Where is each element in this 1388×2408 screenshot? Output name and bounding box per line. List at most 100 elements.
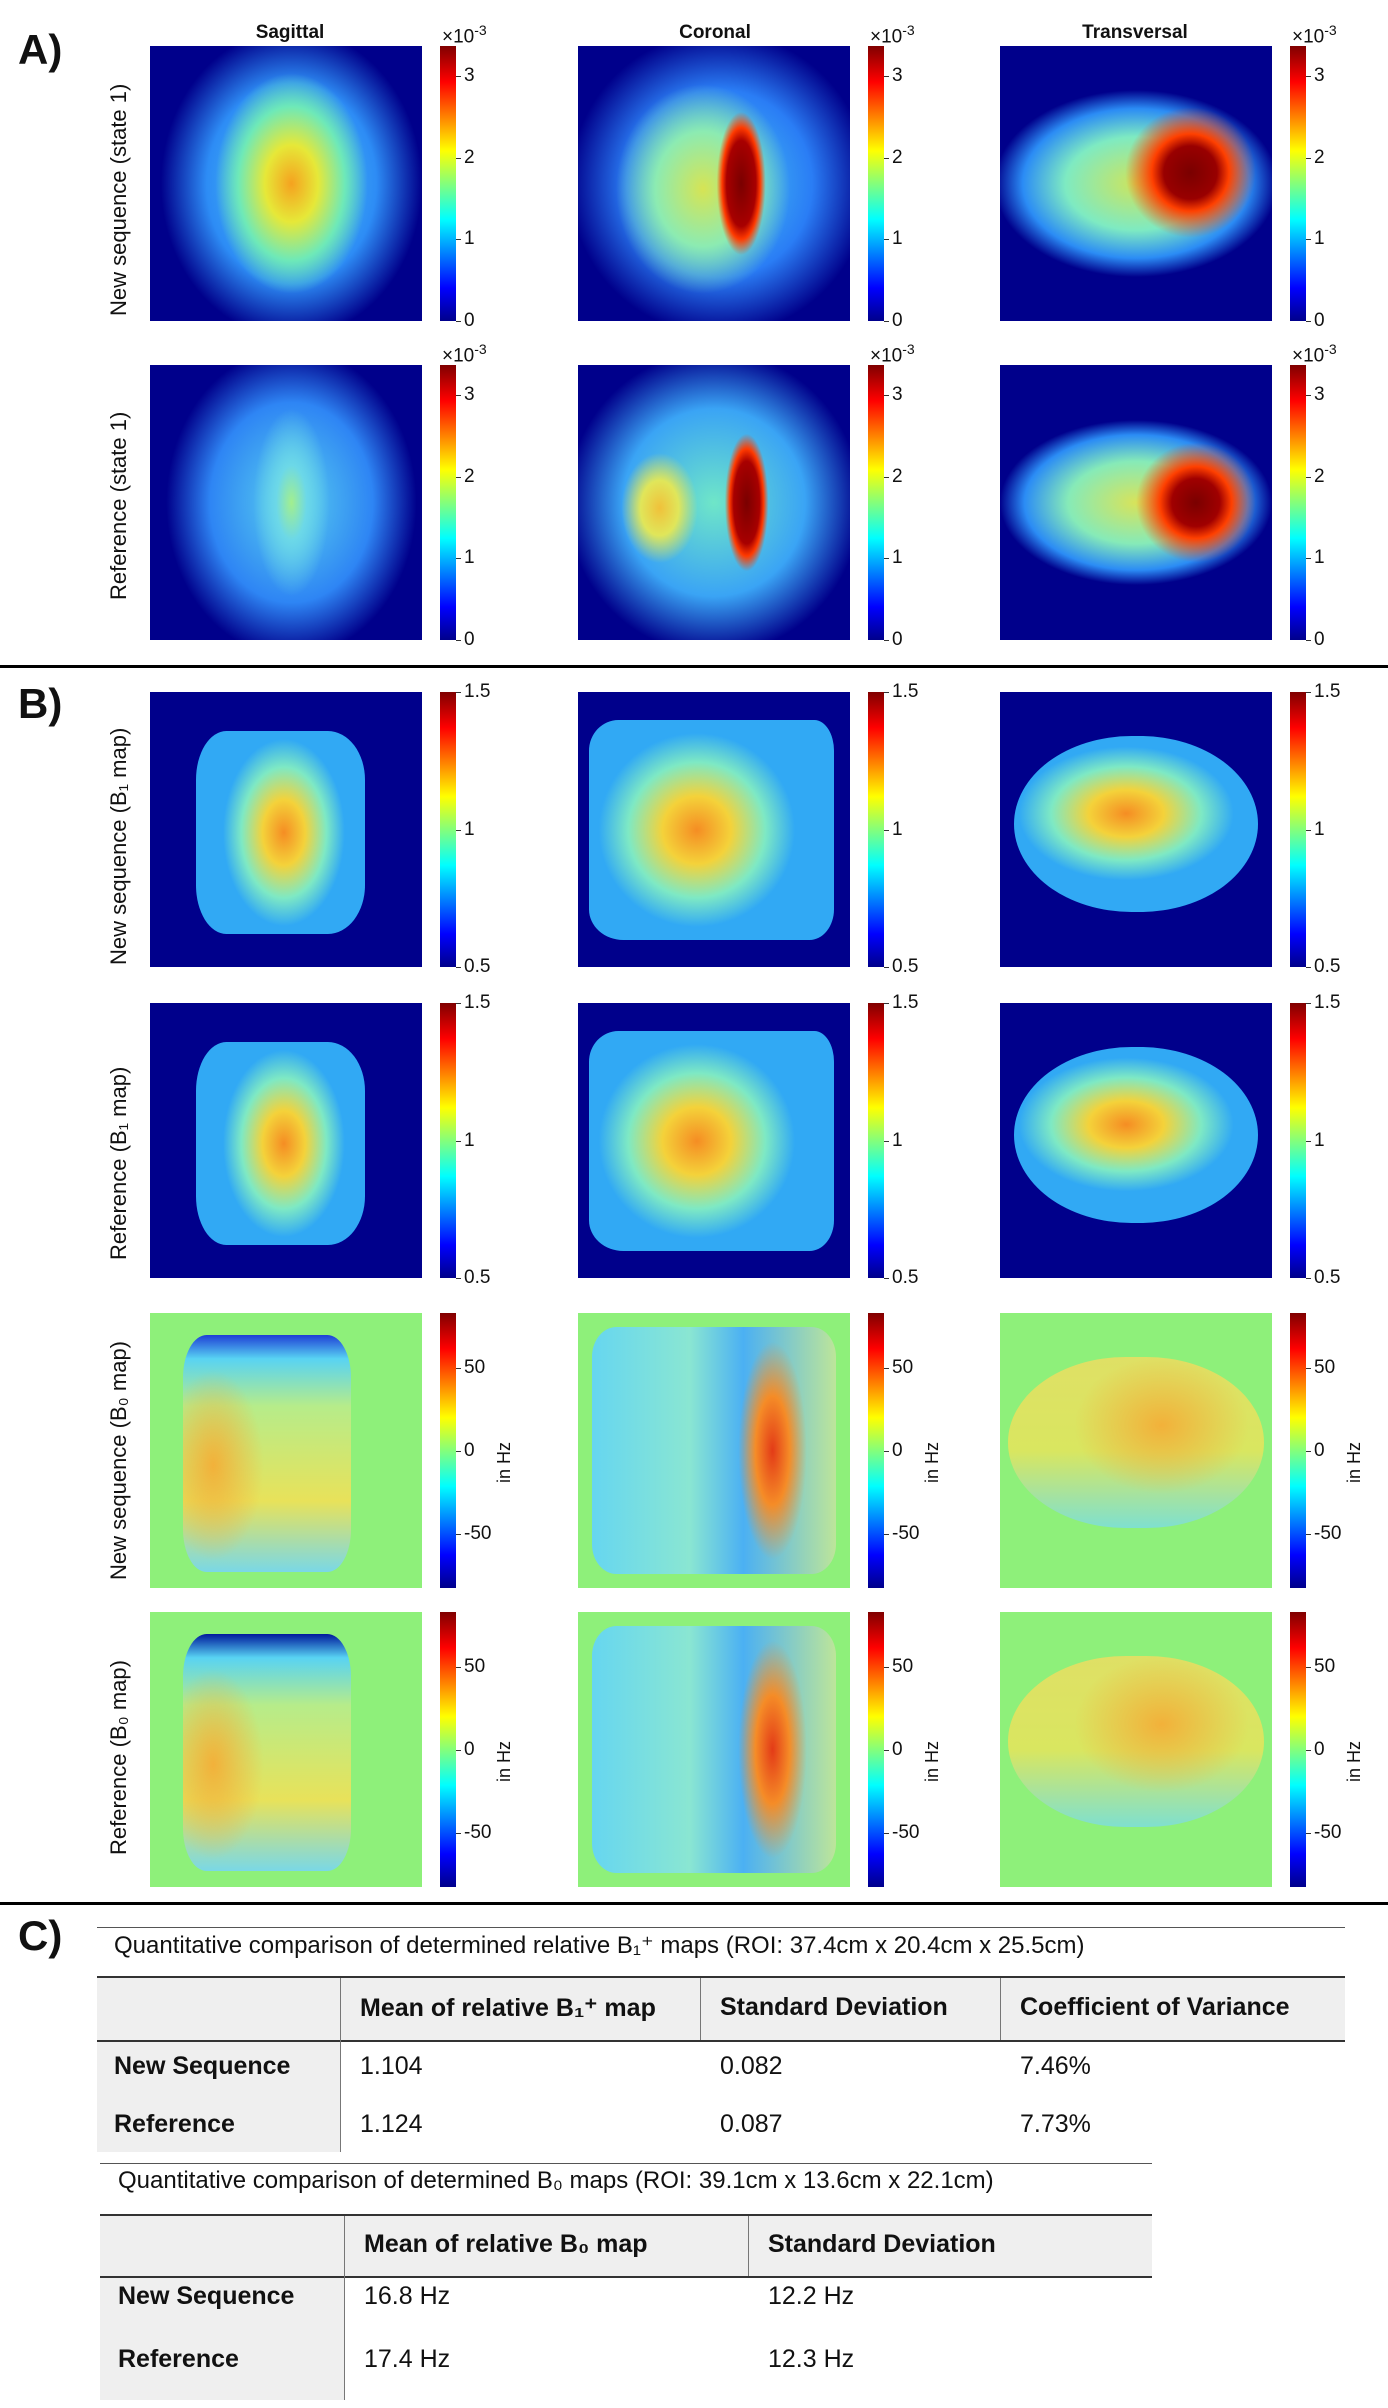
colorbar-a1-2 (1290, 46, 1306, 321)
table2-row2-label: Reference (118, 2345, 239, 2373)
table2-header-top-rule (100, 2214, 1152, 2216)
colorbar-tick-mark (884, 157, 889, 159)
colorbar-tick-label: 3 (892, 384, 903, 405)
colorbar-tick-mark (456, 1451, 461, 1452)
colorbar-tick-label: 0 (892, 629, 903, 650)
colorbar-tick-label: 0 (892, 1739, 903, 1760)
colorbar-a1-1 (868, 46, 884, 321)
colorbar-tick-mark (884, 1667, 889, 1668)
row-label-b2: Reference (B₁ map) (106, 1066, 131, 1260)
colorbar-tick-label: -50 (464, 1822, 492, 1843)
colorbar-tick-mark (456, 321, 461, 322)
colorbar-tick-mark (884, 239, 889, 241)
map-b2-transversal (1000, 1003, 1272, 1278)
table1-row1-mean: 1.104 (360, 2052, 423, 2080)
map-a1-transversal (1000, 46, 1272, 321)
colorbar-tick-label: 2 (1314, 146, 1325, 168)
table1-header-bottom-rule (97, 2040, 1345, 2042)
map-b4-transversal (1000, 1612, 1272, 1887)
map-region (182, 1634, 352, 1871)
table2-top-rule (100, 2163, 1152, 2164)
divider-a-b (0, 665, 1388, 668)
colorbar-tick-mark (456, 476, 461, 478)
colorbar-tick-mark (1306, 1534, 1311, 1535)
colorbar-exponent: ×10-3 (870, 22, 915, 48)
colorbar-tick-label: 1.5 (892, 681, 919, 702)
colorbar-exponent-base: ×10 (1292, 345, 1325, 367)
map-b4-coronal (578, 1612, 850, 1887)
colorbar-tick-mark (1306, 1750, 1311, 1751)
table2-header-bottom-rule (100, 2276, 1152, 2278)
table1-vline-2 (700, 1978, 701, 2040)
map-b3-coronal (578, 1313, 850, 1588)
colorbar-tick-label: 2 (1314, 465, 1325, 487)
colorbar-b4-2 (1290, 1612, 1306, 1887)
colorbar-tick-label: 0.5 (892, 956, 919, 977)
colorbar-tick-mark (456, 829, 461, 831)
colorbar-tick-label: -50 (892, 1822, 920, 1843)
colorbar-tick-label: 3 (464, 384, 475, 405)
table1-top-rule (97, 1927, 1345, 1928)
colorbar-b2-2 (1290, 1003, 1306, 1278)
colorbar-tick-label: 0 (892, 310, 903, 331)
colorbar-tick-mark (1306, 1003, 1311, 1004)
map-region (591, 1326, 837, 1575)
map-a1-coronal (578, 46, 850, 321)
colorbar-tick-label: 1 (892, 547, 903, 569)
row-label-a2: Reference (state 1) (106, 411, 131, 600)
table1-header-bg (97, 1978, 1345, 2040)
row-label-a1: New sequence (state 1) (106, 83, 131, 316)
map-b1-sagittal (150, 692, 422, 967)
table1-row2-sd: 0.087 (720, 2110, 783, 2138)
colorbar-tick-label: 1 (1314, 818, 1325, 840)
colorbar-tick-mark (456, 1833, 461, 1834)
colorbar-tick-mark (884, 1534, 889, 1535)
colorbar-tick-mark (456, 640, 461, 641)
colorbar-tick-label: 1 (1314, 228, 1325, 250)
colorbar-tick-mark (1306, 558, 1311, 560)
colorbar-tick-label: 1.5 (464, 681, 491, 702)
colorbar-tick-mark (456, 1140, 461, 1142)
table2-row1-sd: 12.2 Hz (768, 2282, 855, 2310)
colorbar-tick-label: 0.5 (1314, 1267, 1341, 1288)
colorbar-exponent-base: ×10 (870, 345, 903, 367)
table1-row2-label: Reference (114, 2110, 235, 2138)
colorbar-tick-mark (1306, 829, 1311, 831)
colorbar-b3-0 (440, 1313, 456, 1588)
colorbar-tick-label: 0.5 (892, 1267, 919, 1288)
map-region (196, 730, 365, 934)
colorbar-tick-mark (456, 967, 461, 968)
colorbar-tick-mark (456, 1368, 461, 1369)
table2-vline-2 (748, 2216, 749, 2276)
map-region (1013, 736, 1259, 912)
colorbar-tick-label: 0 (1314, 1440, 1325, 1461)
colorbar-b1-0 (440, 692, 456, 967)
colorbar-tick-label: 0.5 (1314, 956, 1341, 977)
map-a2-coronal (578, 365, 850, 640)
colorbar-tick-label: 1 (892, 228, 903, 250)
colorbar-tick-label: 1 (1314, 1129, 1325, 1151)
panel-a-label: A) (18, 26, 63, 73)
table1-row2-cv: 7.73% (1020, 2110, 1091, 2138)
table1-row1-sd: 0.082 (720, 2052, 783, 2080)
colorbar-exponent: ×10-3 (1292, 341, 1337, 367)
map-region (182, 1335, 352, 1572)
colorbar-tick-mark (884, 1003, 889, 1004)
colorbar-tick-label: 3 (1314, 384, 1325, 405)
colorbar-tick-label: 2 (464, 465, 475, 487)
colorbar-tick-mark (1306, 692, 1311, 693)
map-region (1008, 1656, 1264, 1827)
table2-caption: Quantitative comparison of determined B₀… (118, 2167, 994, 2194)
colorbar-tick-label: 0 (892, 1440, 903, 1461)
colorbar-tick-mark (884, 76, 889, 77)
column-title-coronal: Coronal (679, 22, 751, 43)
colorbar-tick-label: 1 (464, 228, 475, 250)
colorbar-a1-0 (440, 46, 456, 321)
colorbar-tick-mark (884, 1833, 889, 1834)
colorbar-exponent: ×10-3 (870, 341, 915, 367)
colorbar-tick-label: 50 (1314, 1656, 1336, 1677)
colorbar-tick-label: 1 (1314, 547, 1325, 569)
colorbar-tick-label: 50 (1314, 1357, 1336, 1378)
table1-header-sd: Standard Deviation (720, 1993, 948, 2021)
colorbar-tick-mark (456, 395, 461, 396)
